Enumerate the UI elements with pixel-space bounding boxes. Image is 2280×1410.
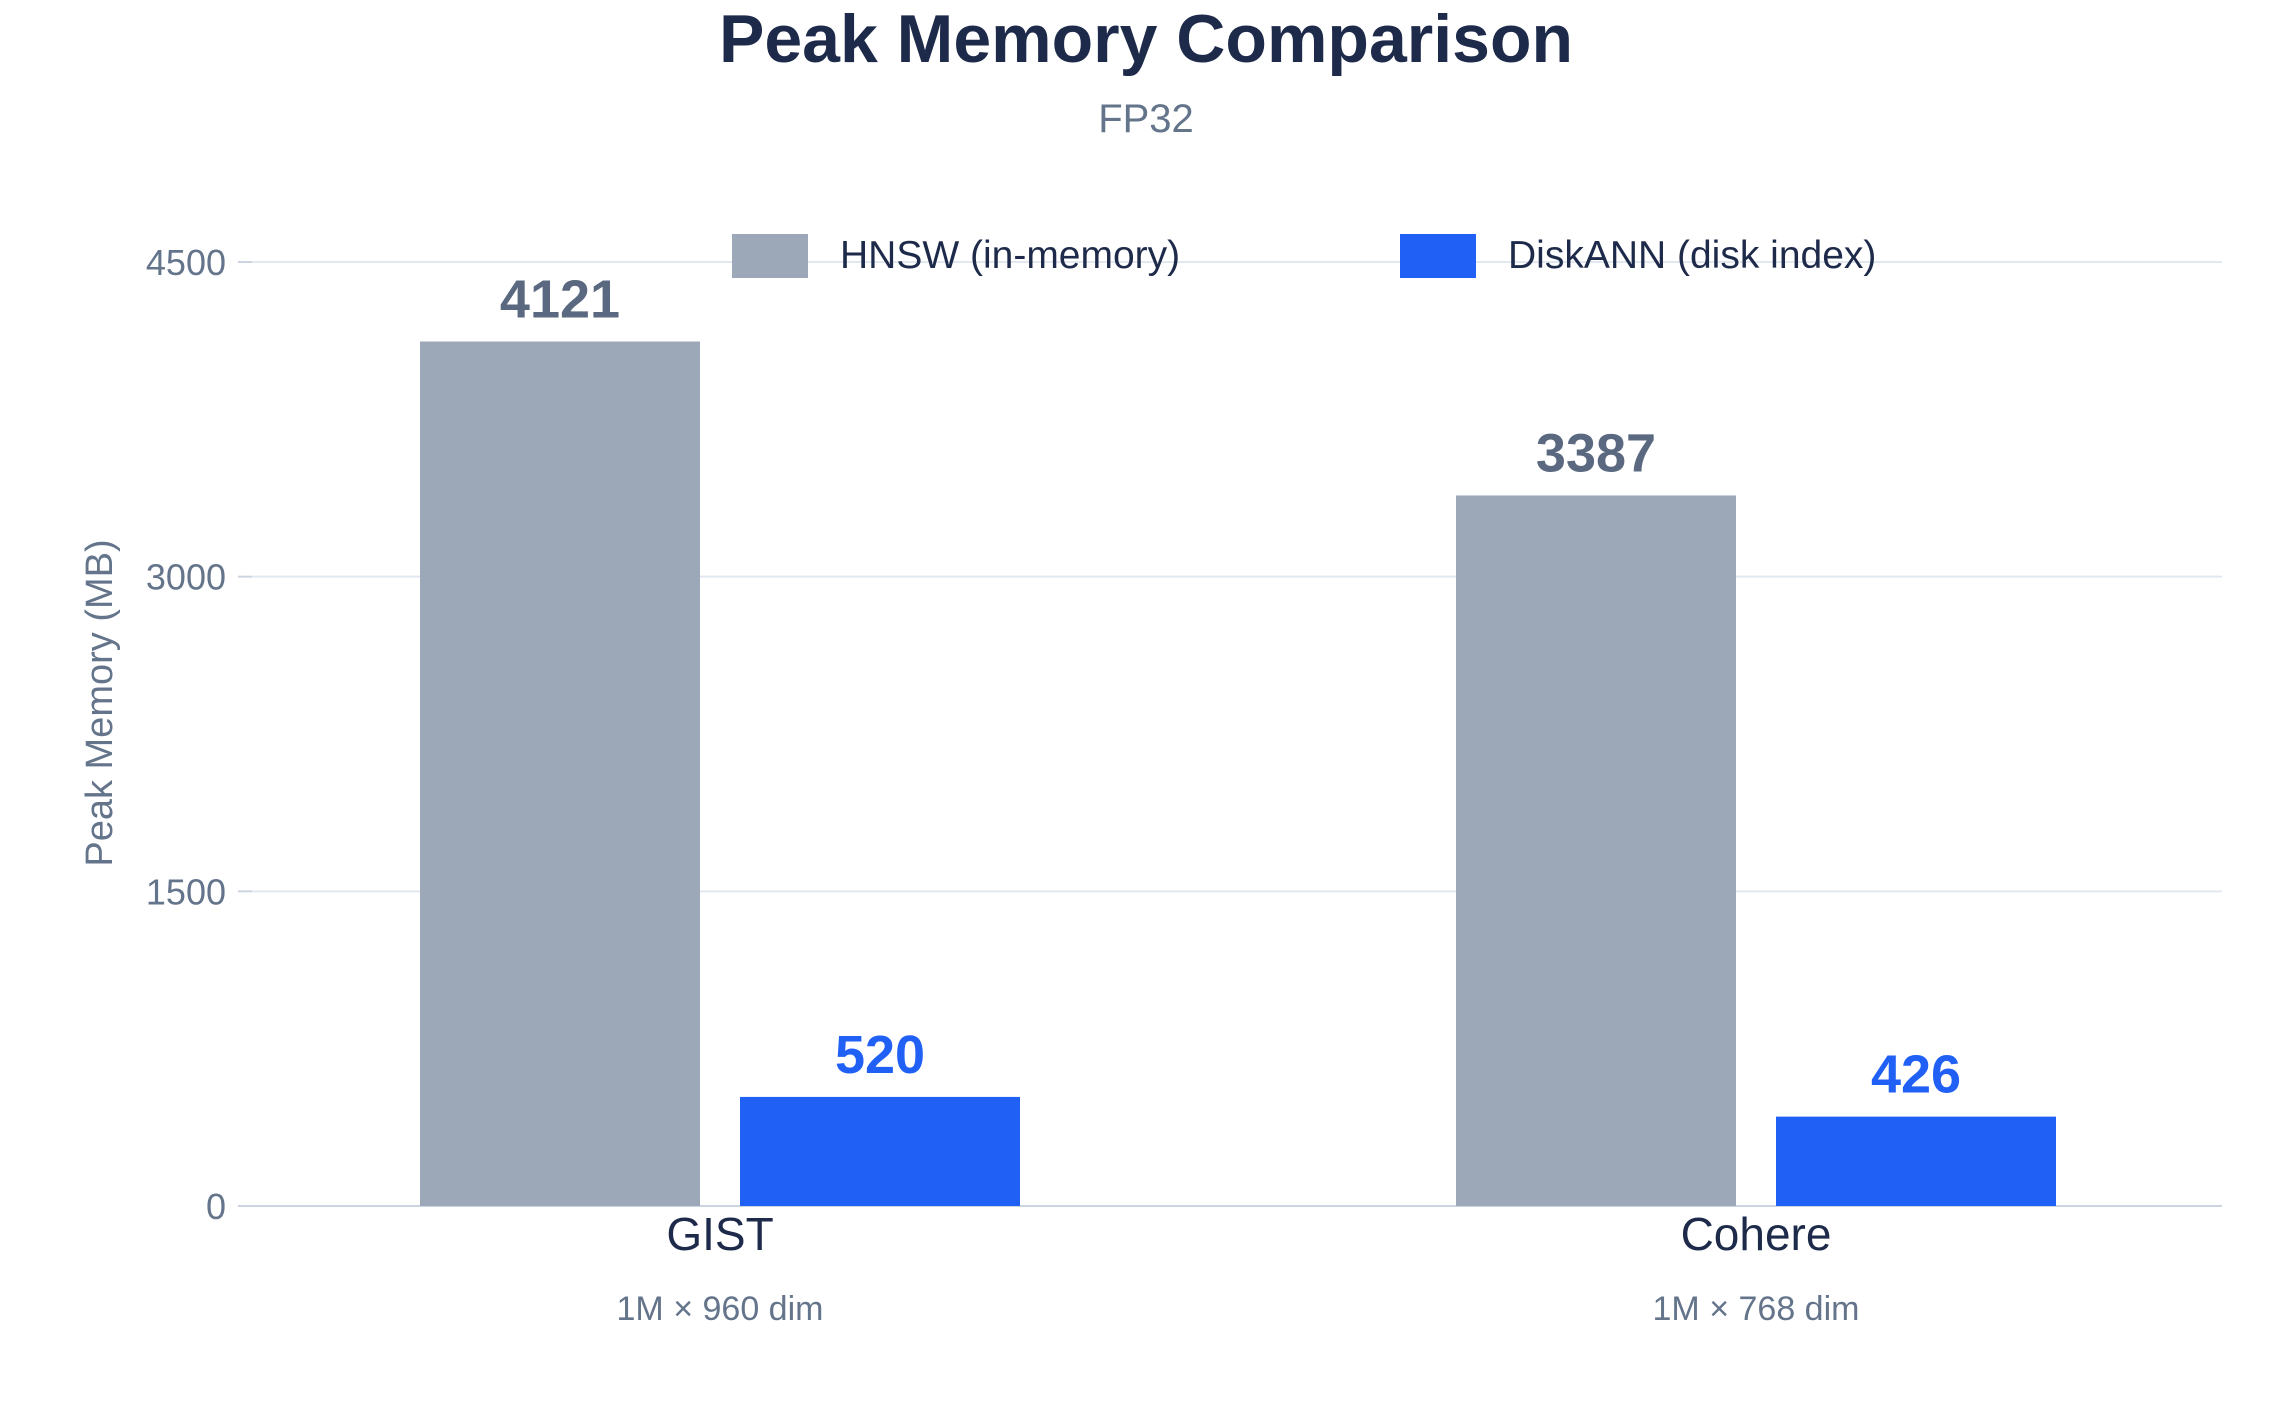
legend-label: DiskANN (disk index) (1508, 234, 1876, 277)
data-label: 4121 (500, 270, 620, 330)
grid-layer: 0 1500 3000 4500 (146, 242, 2222, 1227)
y-tick-label: 3000 (146, 557, 226, 598)
data-label: 3387 (1536, 423, 1656, 483)
bar-hnsw-gist (420, 341, 700, 1207)
y-tick-label: 1500 (146, 871, 226, 912)
bar-hnsw-cohere (1456, 495, 1736, 1206)
x-tick-sublabel: 1M × 768 dim (1653, 1290, 1860, 1328)
data-label: 426 (1871, 1045, 1961, 1105)
chart-subtitle: FP32 (1098, 97, 1194, 141)
legend-label: HNSW (in-memory) (840, 234, 1180, 277)
x-tick-sublabel: 1M × 960 dim (617, 1290, 824, 1328)
legend-swatch (732, 234, 808, 278)
y-tick-label: 0 (206, 1186, 226, 1227)
labels-layer: 4121 3387 520 426 GIST 1M × 960 dim Cohere 1M ×… (500, 270, 1961, 1328)
bar-diskann-cohere (1776, 1116, 2056, 1206)
y-axis-label: Peak Memory (MB) (79, 539, 121, 866)
bar-diskann-gist (740, 1096, 1020, 1206)
chart-title: Peak Memory Comparison (719, 1, 1573, 77)
data-label: 520 (835, 1025, 925, 1085)
legend-swatch (1400, 234, 1476, 278)
x-tick-label: GIST (666, 1208, 773, 1260)
bars-layer (420, 341, 2056, 1207)
legend: HNSW (in-memory) DiskANN (disk index) (732, 234, 1876, 278)
y-tick-label: 4500 (146, 242, 226, 283)
x-tick-label: Cohere (1681, 1208, 1832, 1260)
